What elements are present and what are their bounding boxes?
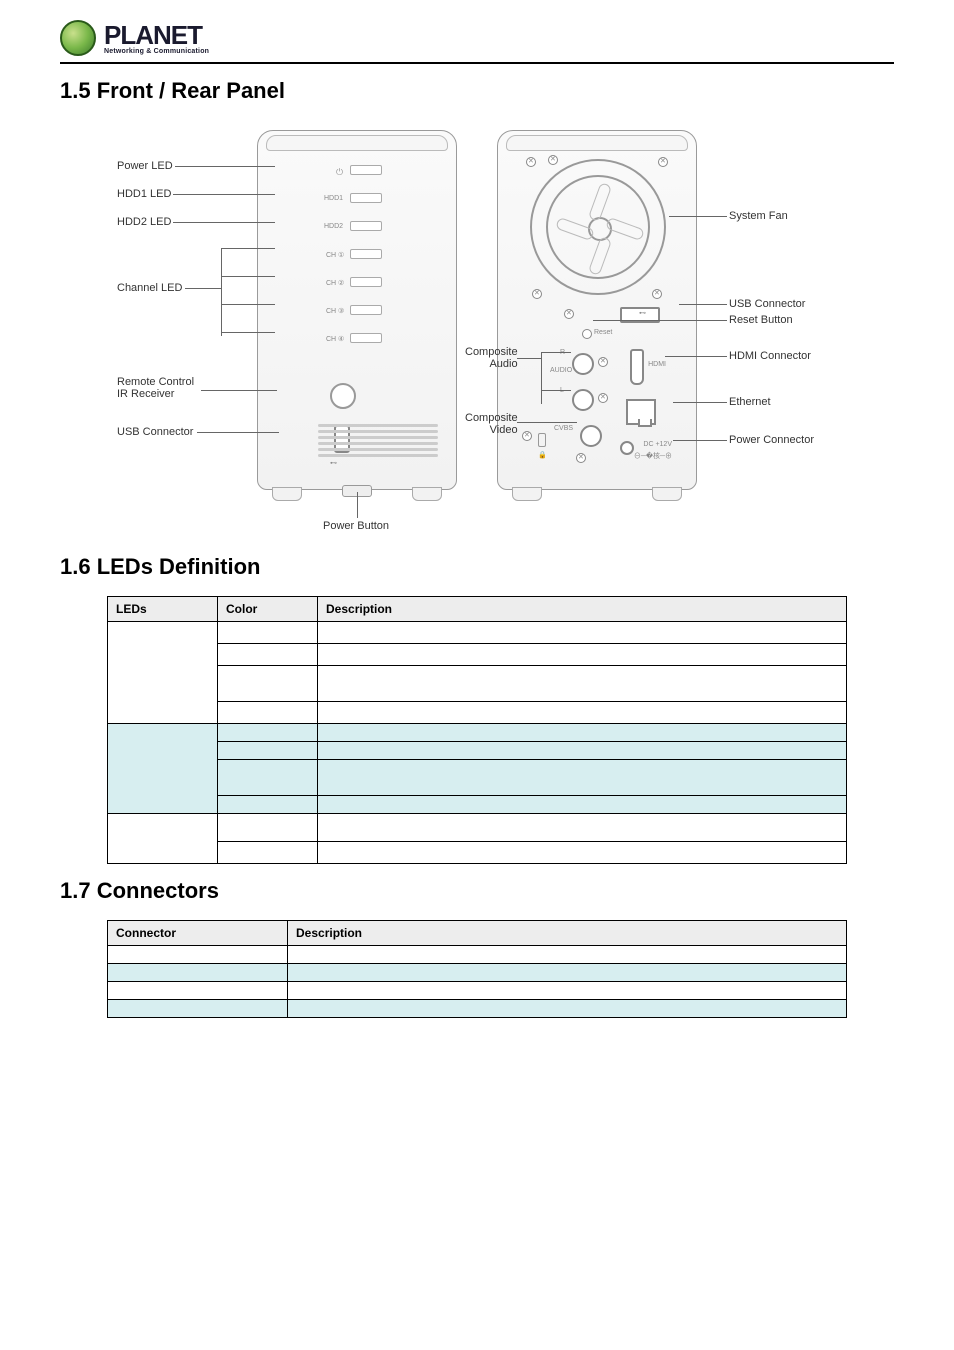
logo-main: PLANET xyxy=(104,22,209,48)
table-cell xyxy=(108,964,288,982)
table-cell xyxy=(318,760,847,796)
label-usb-rear: USB Connector xyxy=(729,298,805,310)
table-cell xyxy=(318,796,847,814)
table-cell xyxy=(218,622,318,644)
table-cell xyxy=(288,982,847,1000)
leds-col-color: Color xyxy=(218,597,318,622)
table-cell xyxy=(108,622,218,724)
table-cell xyxy=(318,742,847,760)
leds-col-leds: LEDs xyxy=(108,597,218,622)
label-channel-led: Channel LED xyxy=(117,282,182,294)
table-cell xyxy=(318,644,847,666)
label-power-button: Power Button xyxy=(323,520,389,532)
table-cell xyxy=(108,946,288,964)
leds-col-desc: Description xyxy=(318,597,847,622)
conn-col-connector: Connector xyxy=(108,921,288,946)
label-power-led: Power LED xyxy=(117,160,173,172)
label-ethernet: Ethernet xyxy=(729,396,771,408)
rear-panel: ⊷ Reset R AUDIO L HDMI CVBS 🔒 DC +12V ⊖─… xyxy=(497,130,697,490)
table-cell xyxy=(218,842,318,864)
table-cell xyxy=(318,666,847,702)
table-cell xyxy=(218,702,318,724)
table-cell xyxy=(318,724,847,742)
table-cell xyxy=(218,760,318,796)
table-cell xyxy=(318,842,847,864)
table-cell xyxy=(318,622,847,644)
table-cell xyxy=(288,1000,847,1018)
label-system-fan: System Fan xyxy=(729,210,788,222)
logo-globe-icon xyxy=(60,20,96,56)
table-cell xyxy=(318,814,847,842)
table-cell xyxy=(108,1000,288,1018)
front-panel: ⏻ HDD1 HDD2 CH ① CH ② CH ③ CH ④ ⊷ xyxy=(257,130,457,490)
section-1-5-heading: 1.5 Front / Rear Panel xyxy=(60,78,894,104)
table-cell xyxy=(108,982,288,1000)
conn-col-desc: Description xyxy=(288,921,847,946)
label-composite-video: Composite Video xyxy=(465,412,518,436)
table-cell xyxy=(288,946,847,964)
label-power-connector: Power Connector xyxy=(729,434,814,446)
section-1-7-heading: 1.7 Connectors xyxy=(60,878,894,904)
table-cell xyxy=(108,724,218,814)
table-cell xyxy=(218,666,318,702)
table-cell xyxy=(218,814,318,842)
logo: PLANET Networking & Communication xyxy=(60,20,894,56)
front-rear-diagram: ⏻ HDD1 HDD2 CH ① CH ② CH ③ CH ④ ⊷ Power … xyxy=(117,120,837,540)
table-cell xyxy=(318,702,847,724)
table-cell xyxy=(218,644,318,666)
connectors-table: Connector Description xyxy=(107,920,847,1018)
label-hdd1-led: HDD1 LED xyxy=(117,188,171,200)
table-cell xyxy=(218,724,318,742)
divider xyxy=(60,62,894,64)
label-composite-audio: Composite Audio xyxy=(465,346,518,370)
label-hdmi: HDMI Connector xyxy=(729,350,811,362)
label-hdd2-led: HDD2 LED xyxy=(117,216,171,228)
logo-sub: Networking & Communication xyxy=(104,48,209,55)
label-usb-front: USB Connector xyxy=(117,426,193,438)
table-cell xyxy=(108,814,218,864)
label-reset: Reset Button xyxy=(729,314,793,326)
logo-text: PLANET Networking & Communication xyxy=(104,22,209,55)
label-ir-receiver: Remote Control IR Receiver xyxy=(117,376,194,400)
table-cell xyxy=(288,964,847,982)
leds-table: LEDs Color Description xyxy=(107,596,847,864)
section-1-6-heading: 1.6 LEDs Definition xyxy=(60,554,894,580)
table-cell xyxy=(218,742,318,760)
table-cell xyxy=(218,796,318,814)
